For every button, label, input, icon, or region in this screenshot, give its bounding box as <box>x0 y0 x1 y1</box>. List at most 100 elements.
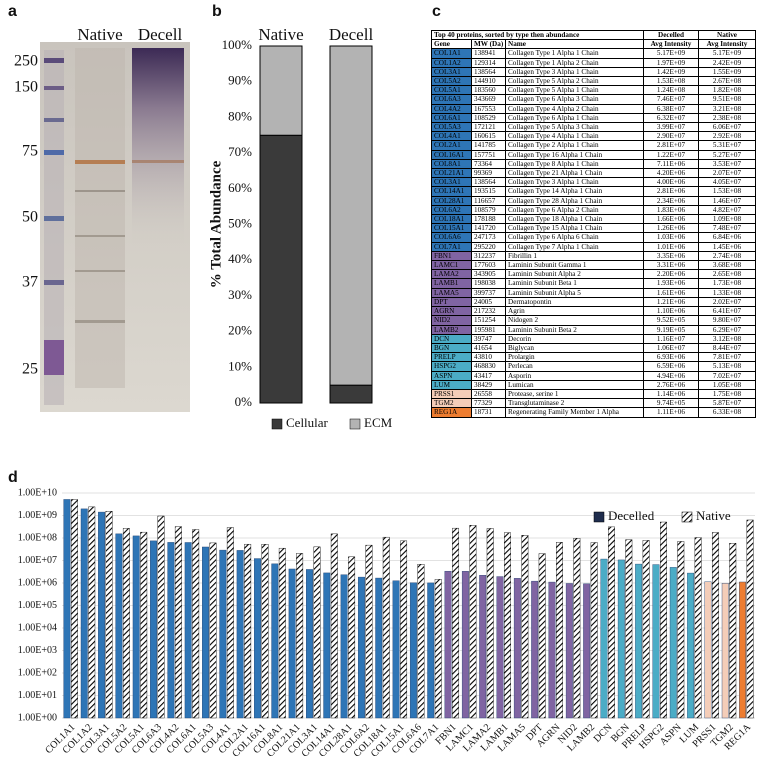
table-cell: 1.82E+08 <box>698 85 756 96</box>
table-cell: 2.07E+07 <box>698 168 756 179</box>
table-cell: 73364 <box>471 158 506 170</box>
marker-label: 250 <box>14 53 38 70</box>
table-cell: 1.55E+09 <box>698 66 756 78</box>
panel-label: d <box>8 469 18 486</box>
table-cell: 141785 <box>471 140 506 151</box>
table-row: LUM 38429 Lumican 2.76E+06 1.05E+08 <box>431 379 756 390</box>
lane-label: Native <box>77 25 122 44</box>
table-cell: 468830 <box>471 361 506 372</box>
table-cell: 343669 <box>471 94 506 105</box>
table-cell: 6.29E+07 <box>698 324 756 335</box>
column-header: Avg Intensity <box>643 39 699 50</box>
table-cell: 1.09E+08 <box>698 214 756 225</box>
legend-swatch <box>349 418 361 430</box>
table-cell: 2.76E+06 <box>643 379 699 390</box>
table-row: COL15A1 141720 Collagen Type 15 Alpha 1 Ch… <box>431 223 756 234</box>
bar <box>236 550 244 719</box>
table-cell: 1.46E+07 <box>698 195 756 206</box>
table-cell: Laminin Subunit Gamma 1 <box>505 260 644 271</box>
bar-segment <box>329 45 373 386</box>
table-row: COL6A2 108579 Collagen Type 6 Alpha 2 Chai… <box>431 204 756 216</box>
table-cell: COL28A1 <box>431 195 472 206</box>
table-cell: 1.53E+08 <box>698 186 756 197</box>
table-cell: COL14A1 <box>431 186 472 197</box>
table-cell: Collagen Type 21 Alpha 1 Chain <box>505 168 644 179</box>
marker-label: 75 <box>22 143 38 160</box>
table-cell: 3.12E+08 <box>698 333 756 344</box>
table-cell: 2.74E+08 <box>698 250 756 262</box>
table-row: COL5A3 172121 Collagen Type 5 Alpha 3 Chai… <box>431 122 756 133</box>
table-cell: 7.81E+07 <box>698 352 756 363</box>
table-cell: 183560 <box>471 85 506 96</box>
table-row: COL1A2 129314 Collagen Type 1 Alpha 2 Chai… <box>431 57 756 68</box>
table-row: DCN 39747 Decorin 1.16E+07 3.12E+08 <box>431 333 756 344</box>
table-cell: 312237 <box>471 250 506 262</box>
table-cell: Collagen Type 15 Alpha 1 Chain <box>505 223 644 234</box>
bar <box>608 526 615 719</box>
table-cell: DCN <box>431 333 472 344</box>
table-cell: 1.66E+06 <box>643 214 699 225</box>
table-row: AGRN 217232 Agrin 1.10E+06 6.41E+07 <box>431 306 756 317</box>
table-cell: Agrin <box>505 306 644 317</box>
table-cell: 7.11E+06 <box>643 158 699 170</box>
bar <box>556 542 563 719</box>
table-cell: LAMB1 <box>431 278 472 289</box>
bar <box>677 541 685 719</box>
table-cell: Collagen Type 6 Alpha 1 Chain <box>505 112 644 124</box>
table-cell: 1.61E+06 <box>643 287 699 298</box>
table-cell: 295220 <box>471 241 506 252</box>
table-cell: 38429 <box>471 379 506 390</box>
bar <box>98 511 106 719</box>
table-row: ASPN 43417 Asporin 4.94E+06 7.02E+07 <box>431 370 756 381</box>
table-cell: 24005 <box>471 296 506 308</box>
table-row: LAMB2 195981 Laminin Subunit Beta 2 9.19E+0… <box>431 324 756 335</box>
table-row: COL8A1 73364 Collagen Type 8 Alpha 1 Chain… <box>431 158 756 170</box>
table-row: DPT 24005 Dermatopontin 1.21E+06 2.02E+07 <box>431 296 756 308</box>
bar <box>409 582 417 719</box>
table-cell: Collagen Type 28 Alpha 1 Chain <box>505 195 644 206</box>
table-cell: 6.32E+07 <box>643 112 699 124</box>
table-body: Top 40 proteins, sorted by type then abu… <box>431 29 756 418</box>
table-row: COL6A3 343669 Collagen Type 6 Alpha 3 Chai… <box>431 94 756 105</box>
table-cell: Collagen Type 2 Alpha 1 Chain <box>505 140 644 151</box>
bar <box>635 563 643 719</box>
table-cell: 1.83E+06 <box>643 204 699 216</box>
table-cell: LAMA2 <box>431 269 472 280</box>
table-cell: 4.82E+07 <box>698 204 756 216</box>
table-cell: 399737 <box>471 287 506 298</box>
table-cell: 129314 <box>471 57 506 68</box>
table-cell: 138564 <box>471 177 506 188</box>
bar-segment <box>259 45 303 136</box>
legend-swatch <box>271 418 283 430</box>
bar <box>642 540 650 719</box>
bar <box>306 569 313 719</box>
table-cell: COL1A2 <box>431 57 472 68</box>
table-cell: 2.34E+06 <box>643 195 699 206</box>
table-row: COL6A6 247173 Collagen Type 6 Alpha 6 Chai… <box>431 232 756 243</box>
bar <box>382 536 390 719</box>
table-header-row: Gene MW (Da) Name Avg Intensity Avg Inte… <box>431 39 756 50</box>
table-cell: 7.02E+07 <box>698 370 756 381</box>
bar <box>652 564 660 719</box>
table-cell: ASPN <box>431 370 472 381</box>
table-cell: COL16A1 <box>431 149 472 160</box>
legend-label: ECM <box>364 415 393 430</box>
table-cell: Collagen Type 6 Alpha 6 Chain <box>505 232 644 243</box>
y-tick-label: 0% <box>235 394 253 409</box>
bar <box>167 542 175 719</box>
bar <box>348 556 356 719</box>
table-row: COL7A1 295220 Collagen Type 7 Alpha 1 Chai… <box>431 241 756 252</box>
bar-segment <box>259 134 303 404</box>
table-cell: TGM2 <box>431 398 472 409</box>
table-cell: 3.21E+08 <box>698 103 756 114</box>
column-header: Gene <box>431 39 472 50</box>
bar <box>392 580 400 719</box>
bar <box>711 532 719 719</box>
y-tick-label: 10% <box>228 358 252 373</box>
x-tick-label: Native <box>258 25 303 44</box>
table-cell: 1.10E+06 <box>643 306 699 317</box>
table-cell: Collagen Type 18 Alpha 1 Chain <box>505 214 644 225</box>
table-cell: 1.06E+07 <box>643 342 699 354</box>
table-cell: 1.11E+06 <box>643 407 699 418</box>
